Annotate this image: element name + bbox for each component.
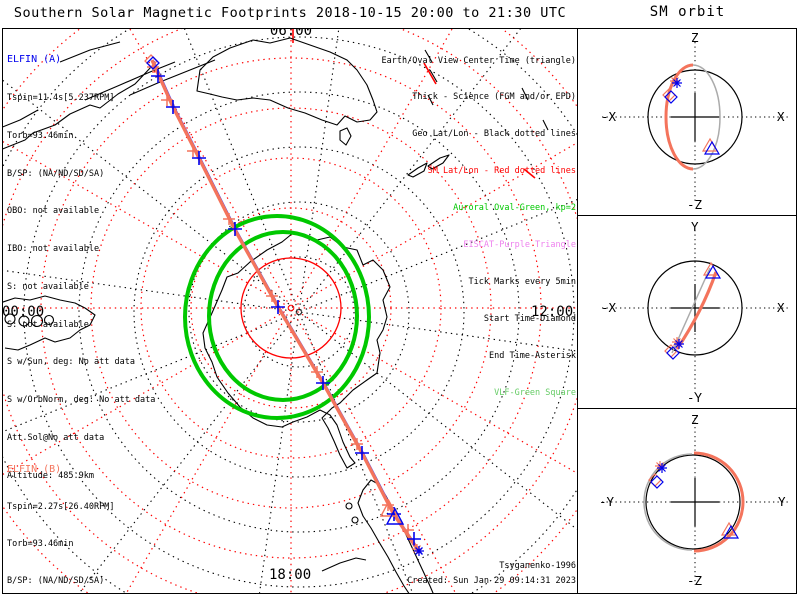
orbit-panel-xy [602,230,790,393]
mlt-label-top: 06:00 [270,23,312,39]
page-title: Southern Solar Magnetic Footprints 2018-… [13,5,567,21]
center-time-triangles [379,499,405,525]
model-credit: Tsyganenko-1996 [499,561,576,571]
legend-item: Tick Marks every 5min [468,276,576,287]
orbit-xy-center-cross [671,284,719,332]
elfin-a-line: S w/OrbNorm, deg: No att data [7,395,156,406]
orbit-xy-markers [664,261,722,360]
orbit-xz-label-top: Z [691,30,699,45]
orbit-xy-axes-dotted [602,230,790,393]
orbit-xz-backside-arc [692,64,721,170]
legend-item: VLF-Green Square [494,387,576,398]
orbit-yz-label-right: Y [778,494,786,509]
elfin-a-name: ELFIN (A) [7,54,62,66]
elfin-a-line: S: not available [7,319,89,330]
orbit-yz-earth-circle [645,454,741,550]
orbit-xz-frontside-arc [664,63,694,171]
elfin-a-line: B/SP: (NA/ND/SD/SA) [7,168,105,179]
orbit-panel-yz [602,418,790,585]
tick-marks-elfin-b [147,61,414,536]
mlt-label-left: 00:00 [2,304,45,320]
auroral-oval [183,214,371,420]
sm-grid-solid-ticks [292,29,536,179]
orbit-xz-label-right: X [777,109,785,124]
legend-item: Thick - Science (FGM and/or EPD) [412,92,576,103]
elfin-b-name: ELFIN (B) [7,463,62,475]
orbit-xz-label-bottom: -Z [687,197,703,212]
orbit-xz-earth-circle [647,69,743,165]
orbit-xz-label-left: -X [601,109,617,124]
tasmania-coastline [339,127,352,146]
center-time-triangle-elfin-a [385,507,405,525]
sm-orbit-title: SM orbit [649,4,726,20]
orbit-xz-center-cross [671,93,719,141]
sm-lat-lon-grid [3,29,577,593]
elfin-a-line: Altitude: 485.9km [7,470,94,481]
panel-borders [2,28,797,594]
elfin-a-line: IBO: not available [7,244,100,255]
orbit-xy-earth-circle [647,260,743,356]
elfin-b-info-block: ELFIN (B) Tspin=2.27s[26.40RPM] Torb=93.… [7,439,155,600]
orbit-xz-markers [662,76,721,155]
legend-item: Geo Lat/Lon - Black dotted lines [412,129,576,140]
orbit-xy-label-left: -X [601,300,617,315]
mlt-label-bottom: 18:00 [269,567,312,583]
mlt-label-right: 12:00 [531,304,574,320]
elfin-b-line: Tspin=2.27s[26.40RPM] [7,502,115,513]
map-legend: Earth/Oval View Center Time (triangle) T… [300,30,576,411]
elfin-b-line: Torb=93.46min [7,539,74,550]
legend-item: End Time-Asterisk [489,350,576,361]
end-time-asterisk [412,544,424,556]
start-time-diamond [144,54,160,70]
left-edge-coast [3,295,96,351]
legend-item: SM Lat/Lon - Red dotted lines [427,166,576,177]
orbit-xy-label-bottom: -Y [687,390,703,405]
elfin-b-line: B/SP: (NA/ND/SD/SA) [7,576,105,587]
orbit-yz-center-cross [671,478,719,526]
elfin-a-line: S w/Sun, deg: No att data [7,357,135,368]
orbit-yz-label-bottom: -Z [687,573,703,588]
top-left-island-arcs [3,41,216,150]
orbit-xy-label-top: Y [691,219,699,234]
orbit-panel-xz [602,42,790,203]
auroral-oval-inner [207,230,359,402]
orbit-yz-label-top: Z [691,412,699,427]
orbit-xy-label-right: X [777,300,785,315]
orbit-xy-frontside-arc [675,271,718,350]
antarctica-coastline [202,232,391,469]
auroral-oval-outer [183,214,371,420]
new-zealand-coastline [407,154,450,178]
center-time-triangle-elfin-b [379,499,399,517]
geo-lat-lon-grid [3,29,577,593]
legend-item: EISCAT-Purple Triangle [463,240,576,251]
orbit-yz-frontside-arc [693,451,745,553]
orbit-xy-backside-line [671,267,711,354]
elfin-a-line: Att.Sol@No att data [7,433,105,443]
bottom-coast-arc [321,557,367,572]
orbit-yz-label-left: -Y [599,494,615,509]
elfin-a-line: S: not available [7,281,89,292]
legend-item: Auroral Oval-Green, kp=2 [453,203,576,214]
elfin-a-line: Tspin=11.4s[5.237RPM] [7,92,115,103]
orbit-yz-backside-arc [643,453,693,551]
orbit-yz-axes-dotted [602,418,790,585]
orbit-yz-markers [648,461,740,539]
elfin-a-line: OBO: not available [7,206,100,217]
orbit-xz-axes-dotted [602,42,790,203]
right-side-islands [424,49,549,131]
legend-item: Start Time-Diamond [483,313,576,324]
elfin-a-info-block: ELFIN (A) Tspin=11.4s[5.237RPM] Torb=93.… [7,29,155,495]
legend-item: Earth/Oval View Center Time (triangle) [381,55,576,66]
created-timestamp: Created: Sun Jan 29 09:14:31 2023 [407,576,576,586]
australia-coastline [196,37,378,126]
sm-solid-lat-circle [240,257,342,359]
elfin-a-line: Torb=93.46min [7,130,74,141]
tick-marks-elfin-a [151,69,421,546]
